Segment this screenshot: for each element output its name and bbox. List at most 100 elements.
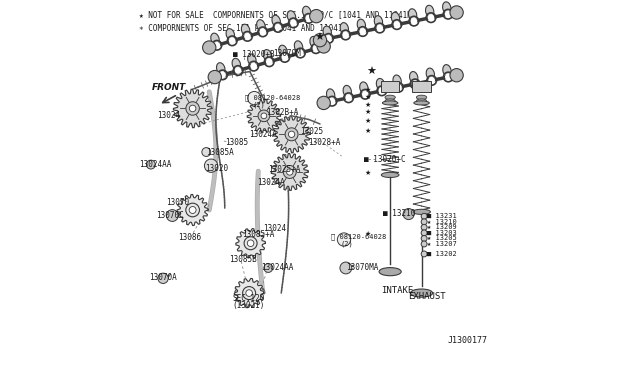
Circle shape — [360, 28, 366, 35]
Ellipse shape — [357, 19, 365, 31]
Ellipse shape — [343, 86, 351, 97]
Text: ★ NOT FOR SALE  COMPORNENTS OF SEC.111 P/C [1041 AND 11041M: ★ NOT FOR SALE COMPORNENTS OF SEC.111 P/… — [139, 11, 412, 20]
Ellipse shape — [381, 172, 399, 177]
Circle shape — [421, 251, 427, 257]
Polygon shape — [273, 116, 310, 153]
Ellipse shape — [360, 82, 368, 94]
Ellipse shape — [417, 99, 427, 103]
Circle shape — [325, 35, 332, 42]
Text: B: B — [342, 237, 346, 242]
Text: SEC.120: SEC.120 — [232, 295, 264, 304]
Circle shape — [264, 263, 273, 272]
Text: ★ 13209: ★ 13209 — [427, 224, 457, 230]
Text: ★ 13207: ★ 13207 — [427, 241, 457, 247]
Text: 13070: 13070 — [166, 198, 189, 207]
Ellipse shape — [326, 89, 335, 100]
Circle shape — [189, 206, 196, 214]
Text: ★: ★ — [365, 109, 371, 115]
Circle shape — [275, 24, 282, 31]
Circle shape — [411, 18, 417, 25]
Text: ★: ★ — [365, 87, 371, 93]
Text: ④ 08120-64028: ④ 08120-64028 — [244, 95, 300, 102]
Circle shape — [214, 42, 220, 49]
Text: 13070A: 13070A — [149, 273, 177, 282]
Ellipse shape — [443, 65, 451, 76]
Text: ★: ★ — [314, 33, 324, 43]
Circle shape — [428, 77, 435, 84]
Circle shape — [394, 21, 400, 28]
Circle shape — [421, 213, 427, 219]
Text: 13024AA: 13024AA — [139, 160, 172, 169]
Ellipse shape — [382, 101, 398, 105]
Text: 13070M: 13070M — [273, 49, 301, 58]
Circle shape — [378, 87, 385, 94]
Ellipse shape — [410, 289, 433, 297]
Text: 13086: 13086 — [178, 233, 201, 242]
Text: ■ 13020+B: ■ 13020+B — [233, 51, 275, 60]
Circle shape — [282, 54, 288, 61]
Circle shape — [421, 230, 427, 236]
Text: ■ 13202: ■ 13202 — [427, 251, 457, 257]
Circle shape — [147, 160, 156, 169]
Circle shape — [421, 224, 427, 230]
Ellipse shape — [232, 58, 241, 70]
Ellipse shape — [385, 95, 396, 100]
Circle shape — [297, 50, 303, 56]
Circle shape — [235, 67, 241, 74]
Circle shape — [376, 25, 383, 31]
Circle shape — [312, 45, 319, 52]
Circle shape — [317, 96, 330, 110]
Polygon shape — [236, 228, 266, 258]
Ellipse shape — [272, 15, 280, 27]
Text: ■ 13020+C: ■ 13020+C — [364, 155, 405, 164]
Polygon shape — [234, 278, 264, 308]
Circle shape — [421, 235, 427, 241]
Ellipse shape — [392, 12, 399, 24]
Text: 13085+A: 13085+A — [243, 230, 275, 239]
Circle shape — [244, 237, 257, 250]
Circle shape — [421, 241, 427, 247]
Ellipse shape — [413, 209, 430, 214]
Ellipse shape — [310, 36, 318, 48]
Circle shape — [202, 148, 211, 157]
Circle shape — [342, 32, 349, 38]
Circle shape — [317, 40, 330, 53]
Text: ★: ★ — [365, 170, 371, 176]
Ellipse shape — [340, 23, 348, 34]
Text: B: B — [252, 96, 257, 100]
Text: 13024: 13024 — [157, 110, 180, 120]
Text: 13024A: 13024A — [249, 130, 277, 139]
Ellipse shape — [303, 6, 311, 18]
Circle shape — [305, 15, 312, 22]
Text: 13070MA: 13070MA — [347, 263, 379, 272]
Text: 1302B+A: 1302B+A — [266, 108, 299, 117]
Text: ∗ COMPORNENTS OF SEC.111 P/C [1041 AND 11041M: ∗ COMPORNENTS OF SEC.111 P/C [1041 AND 1… — [139, 23, 348, 32]
Text: 13020: 13020 — [205, 164, 228, 173]
Circle shape — [310, 10, 323, 23]
Text: 13024A: 13024A — [257, 178, 285, 187]
Circle shape — [220, 71, 226, 78]
Circle shape — [247, 240, 254, 247]
Circle shape — [244, 33, 251, 40]
Circle shape — [285, 128, 298, 141]
Circle shape — [284, 166, 296, 179]
Bar — [412, 81, 431, 92]
Text: (13021): (13021) — [232, 301, 264, 310]
Circle shape — [290, 20, 297, 26]
Circle shape — [261, 113, 267, 119]
Text: 13085B: 13085B — [229, 254, 257, 264]
Circle shape — [340, 262, 352, 274]
Ellipse shape — [410, 71, 418, 83]
Text: 13025: 13025 — [300, 127, 323, 136]
Polygon shape — [247, 99, 280, 132]
Ellipse shape — [263, 49, 271, 61]
Text: 13024AA: 13024AA — [261, 263, 293, 272]
Circle shape — [266, 58, 273, 65]
Text: 13028+A: 13028+A — [308, 138, 340, 147]
Ellipse shape — [294, 41, 303, 52]
Text: (2): (2) — [253, 102, 266, 108]
Ellipse shape — [376, 78, 385, 90]
Circle shape — [204, 159, 218, 172]
Ellipse shape — [257, 20, 265, 31]
Circle shape — [250, 63, 257, 70]
